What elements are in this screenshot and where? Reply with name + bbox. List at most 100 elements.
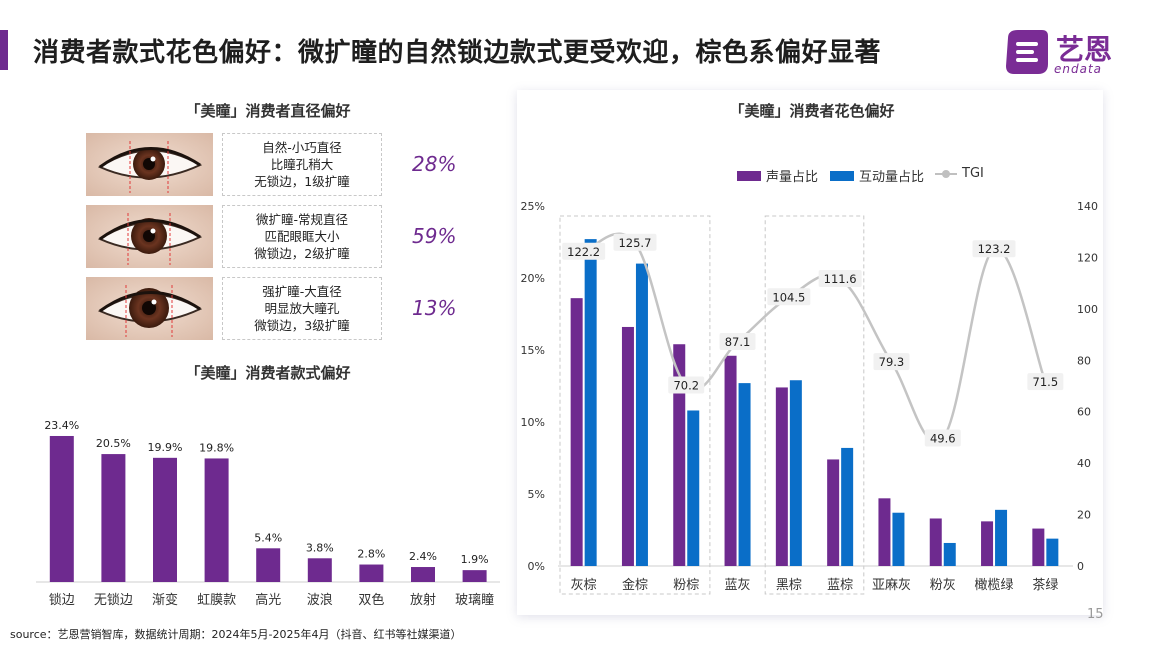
tgi-label-3: 87.1 — [719, 333, 756, 351]
legend-swatch-tgi — [935, 169, 957, 179]
desc-line: 强扩瞳-大直径 — [262, 284, 342, 299]
tgi-label-bg-7 — [924, 429, 961, 447]
tgi-label-text-3: 87.1 — [725, 335, 751, 349]
color-bar-voice-9 — [1032, 528, 1045, 566]
tgi-label-9: 71.5 — [1027, 373, 1064, 391]
color-right-tick-4: 80 — [1077, 354, 1091, 367]
style-category-7: 放射 — [410, 592, 436, 608]
legend-label-interaction: 互动量占比 — [859, 170, 925, 185]
color-bar-interaction-2 — [687, 410, 700, 566]
color-category-1: 金棕 — [622, 577, 648, 593]
style-bar-label-6: 2.8% — [357, 548, 385, 561]
tgi-label-bg-2 — [668, 376, 705, 394]
color-bar-voice-7 — [929, 518, 942, 566]
color-bar-interaction-9 — [1046, 538, 1059, 566]
color-right-tick-2: 40 — [1077, 457, 1091, 470]
color-bar-voice-0 — [570, 298, 583, 566]
color-bar-voice-6 — [878, 498, 891, 566]
tgi-label-bg-1 — [613, 233, 657, 251]
color-bar-voice-3 — [724, 355, 737, 566]
style-bar-3 — [204, 458, 229, 582]
style-chart: 23.4% 锁边 20.5% 无锁边 19.9% 渐变 19.8% 虹膜款 5.4% 高光 3.8%… — [36, 419, 500, 608]
legend-swatch-interaction — [830, 170, 854, 181]
page-title: 消费者款式花色偏好：微扩瞳的自然锁边款式更受欢迎，棕色系偏好显著 — [33, 38, 882, 68]
color-bar-interaction-1 — [635, 263, 648, 566]
color-category-8: 橄榄绿 — [975, 577, 1014, 593]
diameter-desc-large: 强扩瞳-大直径 明显放大瞳孔 微锁边，3级扩瞳 — [222, 277, 382, 340]
style-bar-label-4: 5.4% — [254, 531, 282, 544]
style-bar-label-5: 3.8% — [306, 541, 334, 554]
desc-line: 自然-小巧直径 — [262, 140, 342, 155]
color-right-tick-6: 120 — [1077, 251, 1098, 264]
color-category-3: 蓝灰 — [725, 578, 751, 593]
color-category-4: 黑棕 — [776, 578, 802, 593]
tgi-label-text-0: 122.2 — [567, 245, 600, 259]
logo-sub: endata — [1054, 62, 1103, 76]
desc-line: 匹配眼眶大小 — [264, 229, 340, 244]
legend-label-tgi: TGI — [962, 166, 984, 181]
desc-line: 比瞳孔稍大 — [270, 157, 334, 172]
color-category-5: 蓝棕 — [827, 578, 853, 593]
tgi-label-bg-5 — [818, 270, 862, 288]
style-chart-title: 「美瞳」消费者款式偏好 — [185, 364, 351, 382]
color-highlight-box-1 — [764, 215, 865, 595]
style-bar-8 — [462, 570, 487, 582]
color-left-tick-2: 10% — [521, 416, 545, 429]
diameter-desc-natural: 自然-小巧直径 比瞳孔稍大 无锁边，1级扩瞳 — [222, 133, 382, 196]
style-category-3: 虹膜款 — [197, 593, 236, 608]
style-category-5: 波浪 — [307, 593, 333, 608]
style-category-4: 高光 — [255, 592, 281, 608]
legend-interaction: 互动量占比 — [830, 166, 924, 185]
eye-image-large — [86, 277, 213, 340]
color-right-tick-1: 20 — [1077, 509, 1091, 522]
eye-image-medium — [86, 205, 213, 268]
color-left-tick-5: 25% — [521, 200, 545, 213]
color-bar-voice-1 — [621, 326, 634, 566]
tgi-label-bg-4 — [767, 288, 811, 306]
style-bar-label-2: 19.9% — [148, 441, 183, 454]
tgi-label-text-9: 71.5 — [1033, 375, 1059, 389]
color-bar-interaction-8 — [995, 509, 1008, 566]
style-bar-label-8: 1.9% — [461, 553, 489, 566]
diameter-title: 「美瞳」消费者直径偏好 — [185, 102, 351, 120]
color-bar-interaction-3 — [738, 383, 751, 566]
diameter-desc-medium: 微扩瞳-常规直径 匹配眼眶大小 微锁边，2级扩瞳 — [222, 205, 382, 268]
color-category-6: 亚麻灰 — [872, 578, 911, 593]
style-bar-6 — [359, 564, 384, 582]
style-bar-5 — [307, 558, 332, 582]
style-bar-label-3: 19.8% — [199, 441, 234, 454]
style-bar-7 — [411, 567, 435, 582]
color-bar-voice-5 — [827, 459, 840, 566]
tgi-label-7: 49.6 — [924, 429, 961, 447]
style-category-0: 锁边 — [49, 592, 75, 608]
logo-name: 艺恩 — [1056, 33, 1113, 66]
desc-line: 明显放大瞳孔 — [264, 301, 340, 316]
color-left-tick-0: 0% — [528, 560, 545, 573]
tgi-label-text-2: 70.2 — [673, 378, 699, 392]
color-bar-voice-2 — [673, 344, 686, 566]
style-bar-4 — [256, 548, 281, 582]
tgi-label-1: 125.7 — [613, 233, 657, 251]
tgi-label-bg-9 — [1027, 373, 1064, 391]
color-category-0: 灰棕 — [571, 578, 597, 593]
tgi-label-5: 111.6 — [818, 270, 862, 288]
style-bar-2 — [153, 457, 177, 582]
tgi-label-text-8: 123.2 — [978, 242, 1011, 256]
tgi-label-text-7: 49.6 — [930, 431, 956, 445]
color-left-tick-4: 20% — [521, 272, 545, 285]
style-category-2: 渐变 — [152, 592, 178, 608]
tgi-label-bg-0 — [562, 242, 606, 260]
color-bar-interaction-0 — [584, 239, 597, 566]
desc-line: 无锁边，1级扩瞳 — [254, 174, 350, 189]
endata-logo: 艺恩 endata — [1002, 26, 1122, 82]
style-bar-0 — [49, 435, 74, 582]
color-left-tick-3: 15% — [521, 344, 545, 357]
diameter-pct-large: 13% — [412, 296, 457, 320]
tgi-label-8: 123.2 — [972, 240, 1016, 258]
color-chart: 0% 5% 10% 15% 20% 25% 0 20 40 60 80 100 120 140 灰棕 金棕 粉棕… — [521, 200, 1098, 595]
color-chart-title: 「美瞳」消费者花色偏好 — [729, 102, 895, 120]
legend-voice: 声量占比 — [737, 166, 818, 185]
color-category-2: 粉棕 — [673, 578, 699, 593]
desc-line: 微扩瞳-常规直径 — [255, 212, 348, 227]
tgi-label-bg-3 — [719, 333, 756, 351]
